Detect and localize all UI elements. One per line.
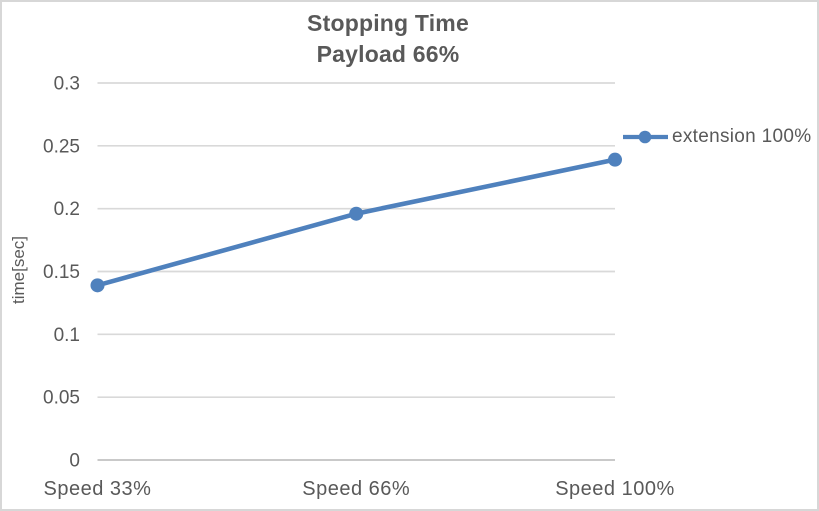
legend: extension 100% xyxy=(622,126,811,148)
y-tick-label: 0.15 xyxy=(43,262,80,283)
y-tick-label: 0.25 xyxy=(43,136,80,157)
y-tick-label: 0.2 xyxy=(54,199,80,220)
x-category-label: Speed 33% xyxy=(44,478,152,500)
legend-line-marker-icon xyxy=(623,130,668,144)
data-point-marker xyxy=(349,206,364,221)
data-point-marker xyxy=(90,278,105,293)
x-category-label: Speed 100% xyxy=(555,478,675,500)
chart-title-line1: Stopping Time xyxy=(307,10,469,36)
x-category-label: Speed 66% xyxy=(302,478,410,500)
chart-title: Stopping Time Payload 66% xyxy=(2,8,774,70)
y-tick-label: 0.3 xyxy=(54,74,80,95)
legend-label: extension 100% xyxy=(672,126,812,147)
y-tick-label: 0.1 xyxy=(54,325,80,346)
y-tick-label: 0 xyxy=(69,451,80,472)
series-line xyxy=(95,157,618,288)
y-tick-label: 0.05 xyxy=(43,388,80,409)
data-point-marker xyxy=(608,152,622,167)
chart-title-line2: Payload 66% xyxy=(316,41,460,67)
legend-marker-dot xyxy=(638,130,652,144)
